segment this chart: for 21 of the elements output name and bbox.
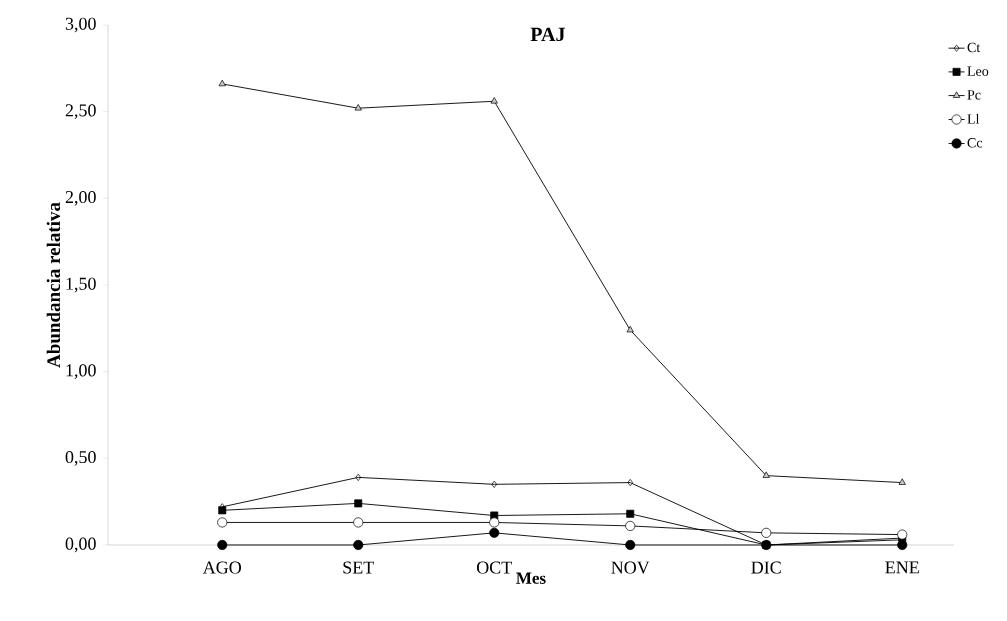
- y-tick-label: 3,00: [65, 17, 96, 33]
- x-axis-title: Mes: [516, 572, 546, 584]
- x-tick-label: DIC: [751, 561, 781, 574]
- y-tick-label: 0,50: [65, 450, 96, 466]
- x-tick-label: ENE: [885, 561, 919, 574]
- x-tick-label: OCT: [476, 561, 512, 574]
- y-tick-label: 1,50: [66, 277, 96, 293]
- x-tick-label: AGO: [202, 561, 241, 574]
- y-tick-label: 0,00: [65, 537, 96, 553]
- y-tick-label: 2,50: [65, 104, 96, 120]
- chart-title: PAJ: [530, 27, 565, 42]
- legend-label: Leo: [967, 66, 989, 76]
- legend-label: Cc: [967, 138, 983, 148]
- y-axis-title: Abundancia relativa: [46, 202, 61, 368]
- y-tick-label: 1,00: [66, 364, 96, 380]
- legend-label: Ct: [967, 42, 981, 53]
- legend-label: Ll: [967, 113, 980, 124]
- y-tick-label: 2,00: [65, 190, 96, 206]
- x-tick-label: SET: [343, 561, 374, 574]
- legend-label: Pc: [967, 90, 981, 100]
- x-tick-label: NOV: [611, 561, 650, 574]
